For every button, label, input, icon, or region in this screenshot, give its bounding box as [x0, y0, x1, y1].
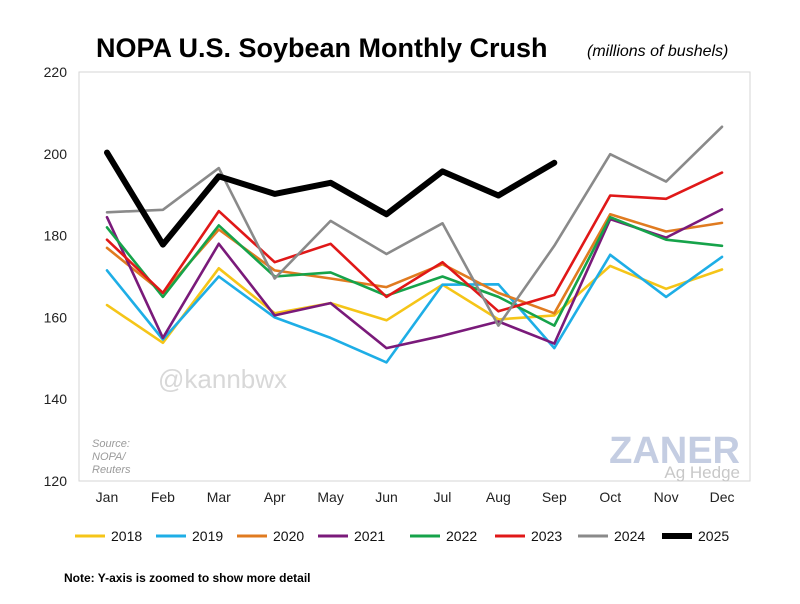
x-tick-label: Oct [599, 489, 621, 505]
legend-label-2018: 2018 [111, 528, 142, 544]
x-tick-label: Nov [654, 489, 679, 505]
x-tick-label: Feb [151, 489, 175, 505]
series-line-2020 [105, 213, 724, 315]
chart-title: NOPA U.S. Soybean Monthly Crush [96, 33, 548, 63]
legend-label-2024: 2024 [614, 528, 645, 544]
footnote: Note: Y-axis is zoomed to show more deta… [64, 571, 311, 585]
legend: 2018 2019 2020 2021 2022 2023 2024 2025 [75, 528, 729, 544]
y-tick-label: 200 [44, 146, 68, 162]
series-line-2025 [104, 149, 558, 248]
y-tick-label: 220 [44, 64, 68, 80]
source-line: Reuters [92, 464, 131, 476]
series-lines [104, 125, 724, 364]
legend-label-2022: 2022 [446, 528, 477, 544]
x-tick-label: Aug [486, 489, 511, 505]
watermark-handle: @kannbwx [158, 364, 287, 394]
legend-label-2025: 2025 [698, 528, 729, 544]
x-tick-label: Jun [375, 489, 398, 505]
logo-main-text: ZANER [609, 430, 740, 472]
series-line-2019 [105, 253, 724, 364]
source-note: Source: NOPA/ Reuters [92, 438, 131, 476]
x-tick-label: Mar [207, 489, 231, 505]
chart-subtitle: (millions of bushels) [587, 43, 728, 60]
logo-sub-text: Ag Hedge [664, 463, 740, 482]
x-tick-label: Jan [96, 489, 119, 505]
series-line-2022 [105, 215, 724, 327]
y-tick-label: 160 [44, 309, 68, 325]
legend-label-2023: 2023 [531, 528, 562, 544]
y-axis: 120 140 160 180 200 220 [44, 64, 68, 489]
x-tick-label: Sep [542, 489, 567, 505]
y-tick-label: 140 [44, 391, 68, 407]
series-line-2023 [105, 171, 724, 313]
y-tick-label: 120 [44, 473, 68, 489]
source-line: NOPA/ [92, 451, 126, 463]
series-line-2018 [105, 264, 724, 345]
legend-label-2019: 2019 [192, 528, 223, 544]
zaner-logo: ZANER Ag Hedge [609, 430, 740, 482]
legend-label-2021: 2021 [354, 528, 385, 544]
x-tick-label: Jul [434, 489, 452, 505]
x-tick-label: May [317, 489, 343, 505]
x-tick-label: Dec [710, 489, 735, 505]
x-axis: Jan Feb Mar Apr May Jun Jul Aug Sep Oct Nov Dec [96, 489, 735, 505]
y-tick-label: 180 [44, 228, 68, 244]
source-line: Source: [92, 438, 130, 450]
legend-label-2020: 2020 [273, 528, 304, 544]
x-tick-label: Apr [264, 489, 286, 505]
series-line-2024 [105, 125, 724, 327]
